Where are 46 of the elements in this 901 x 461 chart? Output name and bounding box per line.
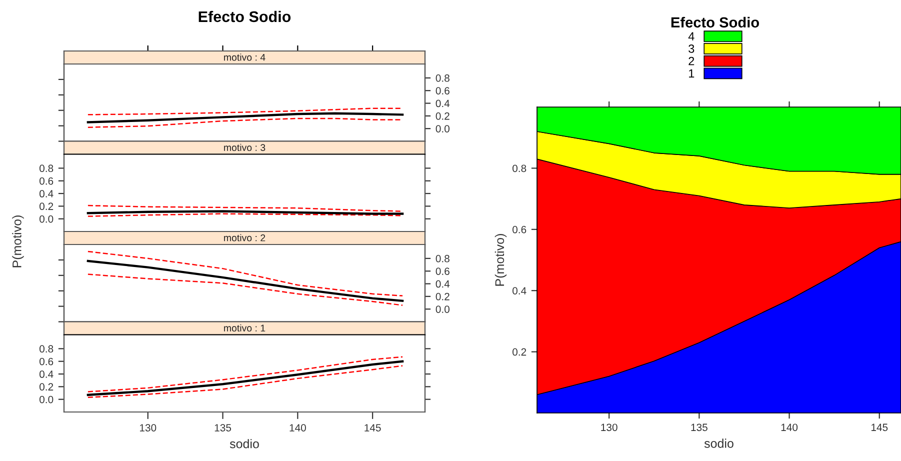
x-tick-label: 140 <box>290 424 306 432</box>
y-tick-label: 0.8 <box>40 164 54 172</box>
x-tick-label: 145 <box>364 424 381 432</box>
legend-label: 3 <box>688 44 694 53</box>
y2-tick-label: 0.8 <box>436 254 450 262</box>
y2-tick-label: 0.0 <box>436 125 450 132</box>
y-tick-label: 0.4 <box>512 287 526 294</box>
y2-tick-label: 0.6 <box>436 268 450 275</box>
y2-tick-label: 0.2 <box>436 292 450 300</box>
y-tick-label: 0.0 <box>40 215 54 223</box>
x-tick-label: 140 <box>781 424 798 432</box>
y-tick-label: 0.4 <box>40 190 54 198</box>
y-tick-label: 0.2 <box>512 348 526 356</box>
legend-label: 2 <box>688 56 694 66</box>
y-tick-label: 0.2 <box>40 202 54 210</box>
chart-title: Efecto Sodio <box>198 10 291 22</box>
chart-subtitle: motivo : 4 <box>224 54 266 61</box>
y-tick-label: 0.0 <box>40 396 54 404</box>
legend-label: 4 <box>688 32 694 40</box>
y-tick-label: 0.4 <box>40 370 54 378</box>
y-tick-label: 0.8 <box>512 164 526 172</box>
legend-label: 1 <box>689 69 694 78</box>
y-axis-title: P(motivo) <box>12 216 24 268</box>
y-tick-label: 0.8 <box>40 345 54 353</box>
chart-subtitle: motivo : 2 <box>224 234 266 242</box>
y2-tick-label: 0.0 <box>436 306 450 313</box>
x-tick-label: 135 <box>214 424 232 432</box>
chart-subtitle: motivo : 1 <box>224 324 266 332</box>
y2-tick-label: 0.4 <box>436 280 450 288</box>
y-axis-title: P(motivo) <box>494 234 507 286</box>
y-tick-label: 0.6 <box>40 358 54 366</box>
y2-tick-label: 0.4 <box>436 100 450 108</box>
x-axis-title: sodio <box>230 439 259 448</box>
y2-tick-label: 0.2 <box>436 112 450 120</box>
x-axis-title: sodio <box>704 438 734 448</box>
y-tick-label: 0.6 <box>40 177 54 185</box>
x-tick-label: 145 <box>871 424 888 432</box>
chart-subtitle: motivo : 3 <box>224 144 266 152</box>
x-tick-label: 130 <box>140 424 156 432</box>
x-tick-label: 130 <box>601 424 618 432</box>
y2-tick-label: 0.8 <box>436 74 450 82</box>
legend-title: Efecto Sodio <box>671 16 759 28</box>
y-tick-label: 0.2 <box>40 383 54 391</box>
y2-tick-label: 0.6 <box>436 87 450 94</box>
y-tick-label: 0.6 <box>512 226 526 234</box>
x-tick-label: 135 <box>691 424 708 432</box>
